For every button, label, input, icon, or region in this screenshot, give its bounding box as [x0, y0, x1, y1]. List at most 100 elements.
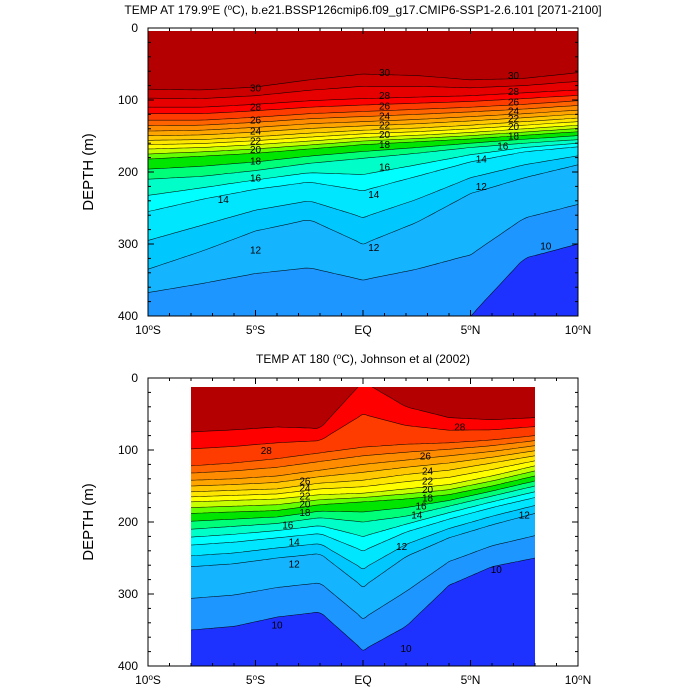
contour-line: [191, 445, 535, 481]
y-tick-label: 0: [131, 21, 138, 35]
contour-label: 10: [271, 620, 283, 631]
x-tick-label: 10oS: [135, 323, 161, 338]
contour-label: 12: [250, 245, 262, 256]
contour-label: 22: [250, 137, 262, 148]
contour-label: 28: [250, 103, 262, 114]
contour-label: 24: [422, 466, 434, 477]
contour-line: [191, 465, 535, 503]
y-axis-label: DEPTH (m): [80, 133, 97, 211]
fill-band: [191, 387, 535, 432]
contour-line: [191, 497, 535, 552]
fill-band: [148, 31, 578, 90]
contour-label: 20: [422, 485, 434, 496]
y-tick-label: 300: [118, 587, 138, 601]
contour-label: 20: [508, 122, 520, 133]
contour-line: [148, 142, 578, 196]
axes: 10oS 5oS EQ 5oN 10oN 0 100 200 300 400: [118, 371, 591, 687]
contour-label: 12: [476, 182, 488, 193]
contour-label: 20: [250, 145, 262, 156]
y-tick-label: 100: [118, 93, 138, 107]
contour-line: [148, 243, 578, 316]
y-tick-label: 200: [118, 515, 138, 529]
contour-line: [148, 81, 578, 99]
contour-line: [191, 440, 535, 474]
contour-label: 24: [379, 111, 391, 122]
contour-label: 18: [379, 140, 391, 151]
contour-line: [191, 485, 535, 530]
contour-line: [148, 95, 578, 115]
contour-label: 26: [508, 98, 520, 109]
contour-label: 20: [379, 130, 391, 141]
panel-title: TEMP AT 179.9oE (oC), b.e21.BSSP126cmip6…: [124, 3, 601, 18]
contour-label: 16: [250, 173, 262, 184]
contour-label: 14: [411, 510, 423, 521]
contour-line: [191, 480, 535, 522]
contour-label: 16: [282, 520, 294, 531]
contour-line: [148, 72, 578, 91]
contour-line: [191, 535, 535, 619]
contour-line: [148, 117, 578, 141]
contour-line: [148, 128, 578, 155]
contour-line: [148, 124, 578, 150]
contour-line: [148, 100, 578, 121]
contour-line: [148, 155, 578, 241]
contour-label: 16: [497, 142, 509, 153]
contour-line: [191, 505, 535, 570]
contour-line: [191, 470, 535, 508]
contour-label: 28: [379, 91, 391, 102]
y-tick-label: 100: [118, 443, 138, 457]
contour-line: [148, 139, 578, 180]
x-tick-label: 5oS: [246, 323, 265, 338]
contour-line: [191, 513, 535, 588]
panel-title: TEMP AT 180 (oC), Johnson et al (2002): [256, 352, 470, 367]
contour-label: 18: [299, 508, 311, 519]
x-tick-label: 5oN: [461, 323, 481, 338]
contour-line: [148, 89, 578, 108]
contour-line: [148, 135, 578, 170]
contour-line: [148, 146, 578, 212]
contour-line: [191, 450, 535, 487]
contour-label: 14: [289, 538, 301, 549]
contour-label: 18: [250, 157, 262, 168]
contour-label: 24: [299, 484, 311, 495]
contour-line: [148, 109, 578, 132]
contour-label: 12: [519, 510, 531, 521]
y-tick-label: 0: [131, 371, 138, 385]
contour-label: 22: [422, 476, 434, 487]
contour-label: 26: [420, 451, 432, 462]
contour-label: 10: [491, 565, 503, 576]
contour-line: [191, 387, 535, 433]
contour-label: 30: [250, 83, 262, 94]
x-tick-label: 10oN: [565, 673, 591, 688]
contour-label: 26: [299, 476, 311, 487]
y-axis-label: DEPTH (m): [80, 483, 97, 561]
contour-label: 20: [299, 500, 311, 511]
contour-label: 16: [415, 502, 427, 513]
axes: 10oS 5oS EQ 5oN 10oN 0 100 200 300 400: [118, 21, 591, 337]
contour-label: 10: [540, 242, 552, 253]
x-tick-label: 5oS: [246, 673, 265, 688]
contour-label: 22: [379, 121, 391, 132]
x-tick-label: 5oN: [461, 673, 481, 688]
x-tick-label: EQ: [354, 673, 371, 687]
y-tick-label: 400: [118, 659, 138, 673]
contour-label: 28: [508, 87, 520, 98]
contour-label: 14: [476, 155, 488, 166]
x-tick-label: EQ: [354, 323, 371, 337]
contour-label: 14: [218, 195, 230, 206]
contour-label: 30: [379, 68, 391, 79]
contour-plot-area: 3028262422201816141230282624222018161412…: [148, 31, 578, 316]
contour-label: 18: [422, 494, 434, 505]
contour-label: 24: [250, 126, 262, 137]
x-tick-label: 10oN: [565, 323, 591, 338]
contour-label: 12: [368, 243, 380, 254]
model-temperature-panel: TEMP AT 179.9oE (oC), b.e21.BSSP126cmip6…: [80, 3, 602, 338]
y-tick-label: 200: [118, 165, 138, 179]
contour-label: 16: [379, 162, 391, 173]
contour-label: 26: [379, 101, 391, 112]
contour-line: [148, 105, 578, 126]
contour-label: 12: [289, 559, 301, 570]
y-tick-label: 400: [118, 309, 138, 323]
